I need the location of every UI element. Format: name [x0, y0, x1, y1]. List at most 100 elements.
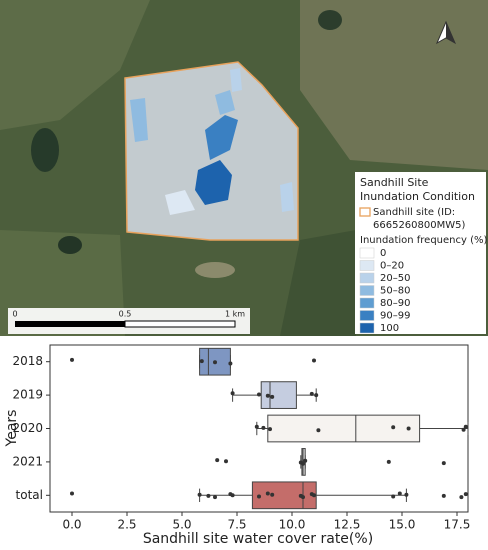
legend-label: 80–90 [380, 298, 410, 309]
point [406, 426, 411, 431]
point [312, 493, 316, 498]
terrain [31, 128, 59, 172]
terrain [195, 262, 235, 278]
scale-label: 1 km [225, 310, 245, 319]
point [257, 392, 261, 397]
point [314, 393, 319, 398]
x-tick-label: 0.0 [62, 518, 81, 532]
point [213, 495, 217, 500]
terrain [0, 0, 150, 130]
point [213, 360, 217, 365]
scale-bar [15, 321, 125, 327]
point [230, 391, 235, 396]
chart: 0.0 2.5 5.0 7.5 10.0 12.5 15.0 17.5 2018 2019 2020… [12, 347, 471, 532]
point [215, 458, 220, 463]
x-tick-label: 10.0 [279, 518, 306, 532]
legend-label: Sandhill site (ID: [373, 207, 455, 218]
point [391, 425, 396, 430]
point [301, 495, 305, 500]
x-tick-label: 7.5 [227, 518, 246, 532]
legend-swatch [359, 322, 375, 334]
point [224, 459, 228, 464]
x-tick-label: 2.5 [117, 518, 136, 532]
point [404, 492, 409, 497]
x-tick-label: 5.0 [172, 518, 191, 532]
legend-subtitle: Inundation frequency (%) [360, 235, 488, 246]
water-pixels [205, 115, 238, 160]
water-pixels [195, 160, 232, 205]
legend-title: Sandhill Site [360, 176, 429, 189]
terrain [300, 0, 488, 170]
x-axis-label: Sandhill site water cover rate(%) [143, 531, 373, 547]
point [309, 391, 314, 396]
scale-label: 0.5 [119, 310, 132, 319]
x-tick-label: 12.5 [334, 518, 361, 532]
point [197, 492, 202, 497]
y-axis-label: Years [4, 410, 20, 448]
point [254, 424, 259, 429]
legend-swatch [359, 272, 375, 284]
scale-label: 0 [12, 310, 17, 319]
north-arrow [435, 20, 457, 45]
point [261, 425, 266, 430]
terrain [280, 230, 356, 336]
point [461, 427, 466, 432]
y-tick-label: total [16, 488, 43, 502]
point [463, 424, 468, 429]
scale-bar [124, 320, 236, 328]
point [70, 491, 74, 496]
point [301, 461, 305, 466]
point [257, 494, 261, 499]
legend-swatch [359, 260, 375, 271]
point [265, 491, 270, 496]
legend-swatch [359, 247, 375, 259]
water-pixels [165, 190, 195, 215]
north-arrow-shape [446, 22, 455, 43]
legend-swatch [359, 207, 371, 217]
point [228, 361, 233, 366]
map: 0 0.5 1 km Sandhill Site Inundation Cond… [0, 0, 488, 336]
water-pixels [230, 68, 242, 92]
point [199, 359, 204, 364]
y-tick-label: 2018 [12, 354, 43, 368]
y-tick-label: 2019 [12, 388, 43, 402]
y-tick-label: 2021 [12, 454, 43, 468]
point [312, 358, 316, 363]
x-tick-label: 15.0 [389, 518, 416, 532]
point [441, 493, 446, 498]
legend-label: 6665260800MW5) [373, 220, 466, 231]
point [303, 458, 308, 463]
water-pixels [215, 90, 235, 115]
point [397, 491, 402, 496]
point [230, 493, 235, 498]
point [391, 494, 396, 499]
terrain [318, 10, 342, 30]
point [459, 495, 464, 500]
legend-label: 0–20 [380, 261, 404, 272]
point [316, 428, 321, 433]
point [441, 461, 446, 466]
legend-label: 50–80 [380, 286, 410, 297]
legend-label: 100 [380, 323, 399, 334]
legend-swatch [359, 297, 375, 309]
legend-swatch [359, 285, 375, 296]
point [270, 492, 275, 497]
legend-box [355, 172, 486, 334]
point [270, 394, 275, 399]
legend-label: 0 [380, 248, 386, 259]
water-pixels [280, 182, 294, 212]
point [463, 492, 468, 497]
point [70, 357, 74, 362]
legend-swatch [359, 310, 375, 321]
box [267, 414, 421, 443]
y-tick-label: 2020 [12, 421, 43, 435]
point [386, 459, 391, 464]
x-tick-label: 17.5 [444, 518, 471, 532]
point [265, 393, 270, 398]
point [268, 427, 272, 432]
box [251, 481, 317, 510]
point [206, 493, 211, 498]
